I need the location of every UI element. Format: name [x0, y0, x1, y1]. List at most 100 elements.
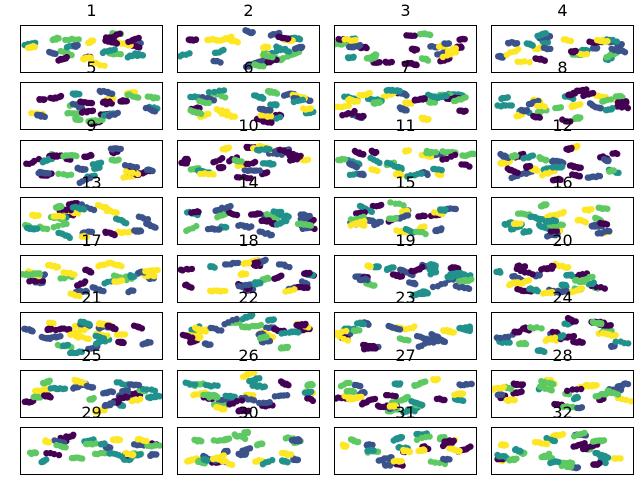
scatter-panel: 16: [491, 173, 634, 245]
scatter-point: [601, 285, 608, 292]
scatter-point: [609, 105, 616, 112]
scatter-point: [425, 116, 432, 123]
scatter-panel: 15: [334, 173, 477, 245]
scatter-point: [205, 89, 213, 96]
panel-title: 22: [238, 288, 258, 307]
scatter-point: [251, 158, 259, 166]
scatter-point: [454, 265, 462, 272]
scatter-point: [137, 395, 144, 403]
scatter-point: [124, 394, 131, 401]
scatter-point: [553, 329, 560, 336]
scatter-point: [304, 156, 312, 163]
scatter-point: [76, 90, 83, 98]
scatter-point: [100, 335, 108, 342]
panel-frame: [20, 197, 163, 245]
scatter-point: [413, 46, 421, 53]
scatter-point: [248, 223, 255, 230]
scatter-point: [193, 222, 200, 230]
scatter-point: [156, 393, 162, 400]
scatter-point: [522, 340, 530, 348]
scatter-points: [335, 86, 469, 124]
scatter-point: [43, 456, 50, 463]
scatter-point: [574, 394, 581, 401]
scatter-point: [468, 276, 475, 283]
scatter-point: [376, 159, 383, 166]
scatter-point: [109, 90, 116, 98]
scatter-point: [205, 110, 212, 118]
scatter-point: [256, 167, 263, 174]
scatter-point: [441, 338, 449, 345]
scatter-point: [113, 40, 121, 47]
scatter-points: [178, 27, 306, 70]
scatter-point: [101, 440, 108, 447]
scatter-point: [581, 278, 588, 285]
scatter-point: [258, 440, 266, 447]
scatter-point: [278, 208, 285, 216]
scatter-point: [285, 48, 293, 55]
scatter-point: [622, 396, 630, 404]
scatter-point: [48, 325, 55, 333]
panel-title: 16: [552, 173, 572, 192]
scatter-point: [406, 448, 414, 455]
panel-title: 18: [238, 231, 258, 250]
scatter-panel: 5: [20, 58, 163, 130]
scatter-point: [257, 279, 264, 287]
scatter-point: [373, 148, 380, 156]
scatter-points: [335, 30, 468, 69]
scatter-points: [335, 319, 474, 353]
scatter-point: [107, 444, 114, 451]
scatter-point: [567, 37, 575, 45]
scatter-point: [245, 259, 252, 267]
panel-title: 29: [81, 403, 101, 422]
scatter-point: [603, 390, 610, 398]
scatter-panel: 32: [491, 403, 634, 475]
scatter-point: [151, 387, 159, 394]
scatter-point: [624, 380, 632, 388]
scatter-panel: 14: [177, 173, 320, 245]
scatter-point: [570, 332, 578, 340]
scatter-points: [501, 201, 613, 240]
scatter-point: [137, 451, 144, 458]
scatter-point: [304, 213, 311, 220]
scatter-point: [273, 90, 281, 97]
scatter-point: [405, 337, 412, 344]
scatter-point: [284, 343, 292, 351]
scatter-point: [233, 211, 241, 219]
scatter-point: [376, 59, 383, 66]
scatter-point: [77, 116, 84, 123]
scatter-point: [421, 224, 428, 231]
scatter-point: [526, 59, 533, 66]
scatter-point: [286, 263, 293, 271]
panel-frame: [20, 427, 163, 475]
scatter-points: [21, 318, 154, 357]
scatter-point: [523, 107, 530, 114]
scatter-point: [521, 58, 528, 65]
scatter-point: [223, 108, 231, 115]
scatter-point: [36, 270, 43, 277]
scatter-point: [387, 462, 394, 469]
scatter-point: [536, 271, 543, 279]
scatter-point: [441, 280, 449, 287]
scatter-point: [197, 110, 205, 118]
scatter-point: [265, 275, 272, 282]
scatter-point: [109, 399, 117, 406]
scatter-point: [136, 44, 143, 51]
scatter-point: [267, 107, 274, 114]
scatter-point: [279, 55, 287, 62]
scatter-point: [70, 431, 77, 438]
scatter-point: [191, 381, 199, 388]
scatter-point: [154, 266, 161, 274]
scatter-point: [574, 142, 581, 150]
scatter-point: [130, 451, 137, 458]
scatter-points: [497, 142, 622, 184]
scatter-point: [235, 259, 242, 267]
scatter-point: [438, 171, 445, 178]
scatter-point: [462, 94, 469, 101]
scatter-point: [421, 212, 428, 220]
scatter-points: [184, 428, 304, 468]
scatter-point: [374, 167, 381, 175]
scatter-point: [304, 284, 311, 291]
scatter-point: [296, 153, 304, 160]
scatter-point: [557, 104, 565, 111]
